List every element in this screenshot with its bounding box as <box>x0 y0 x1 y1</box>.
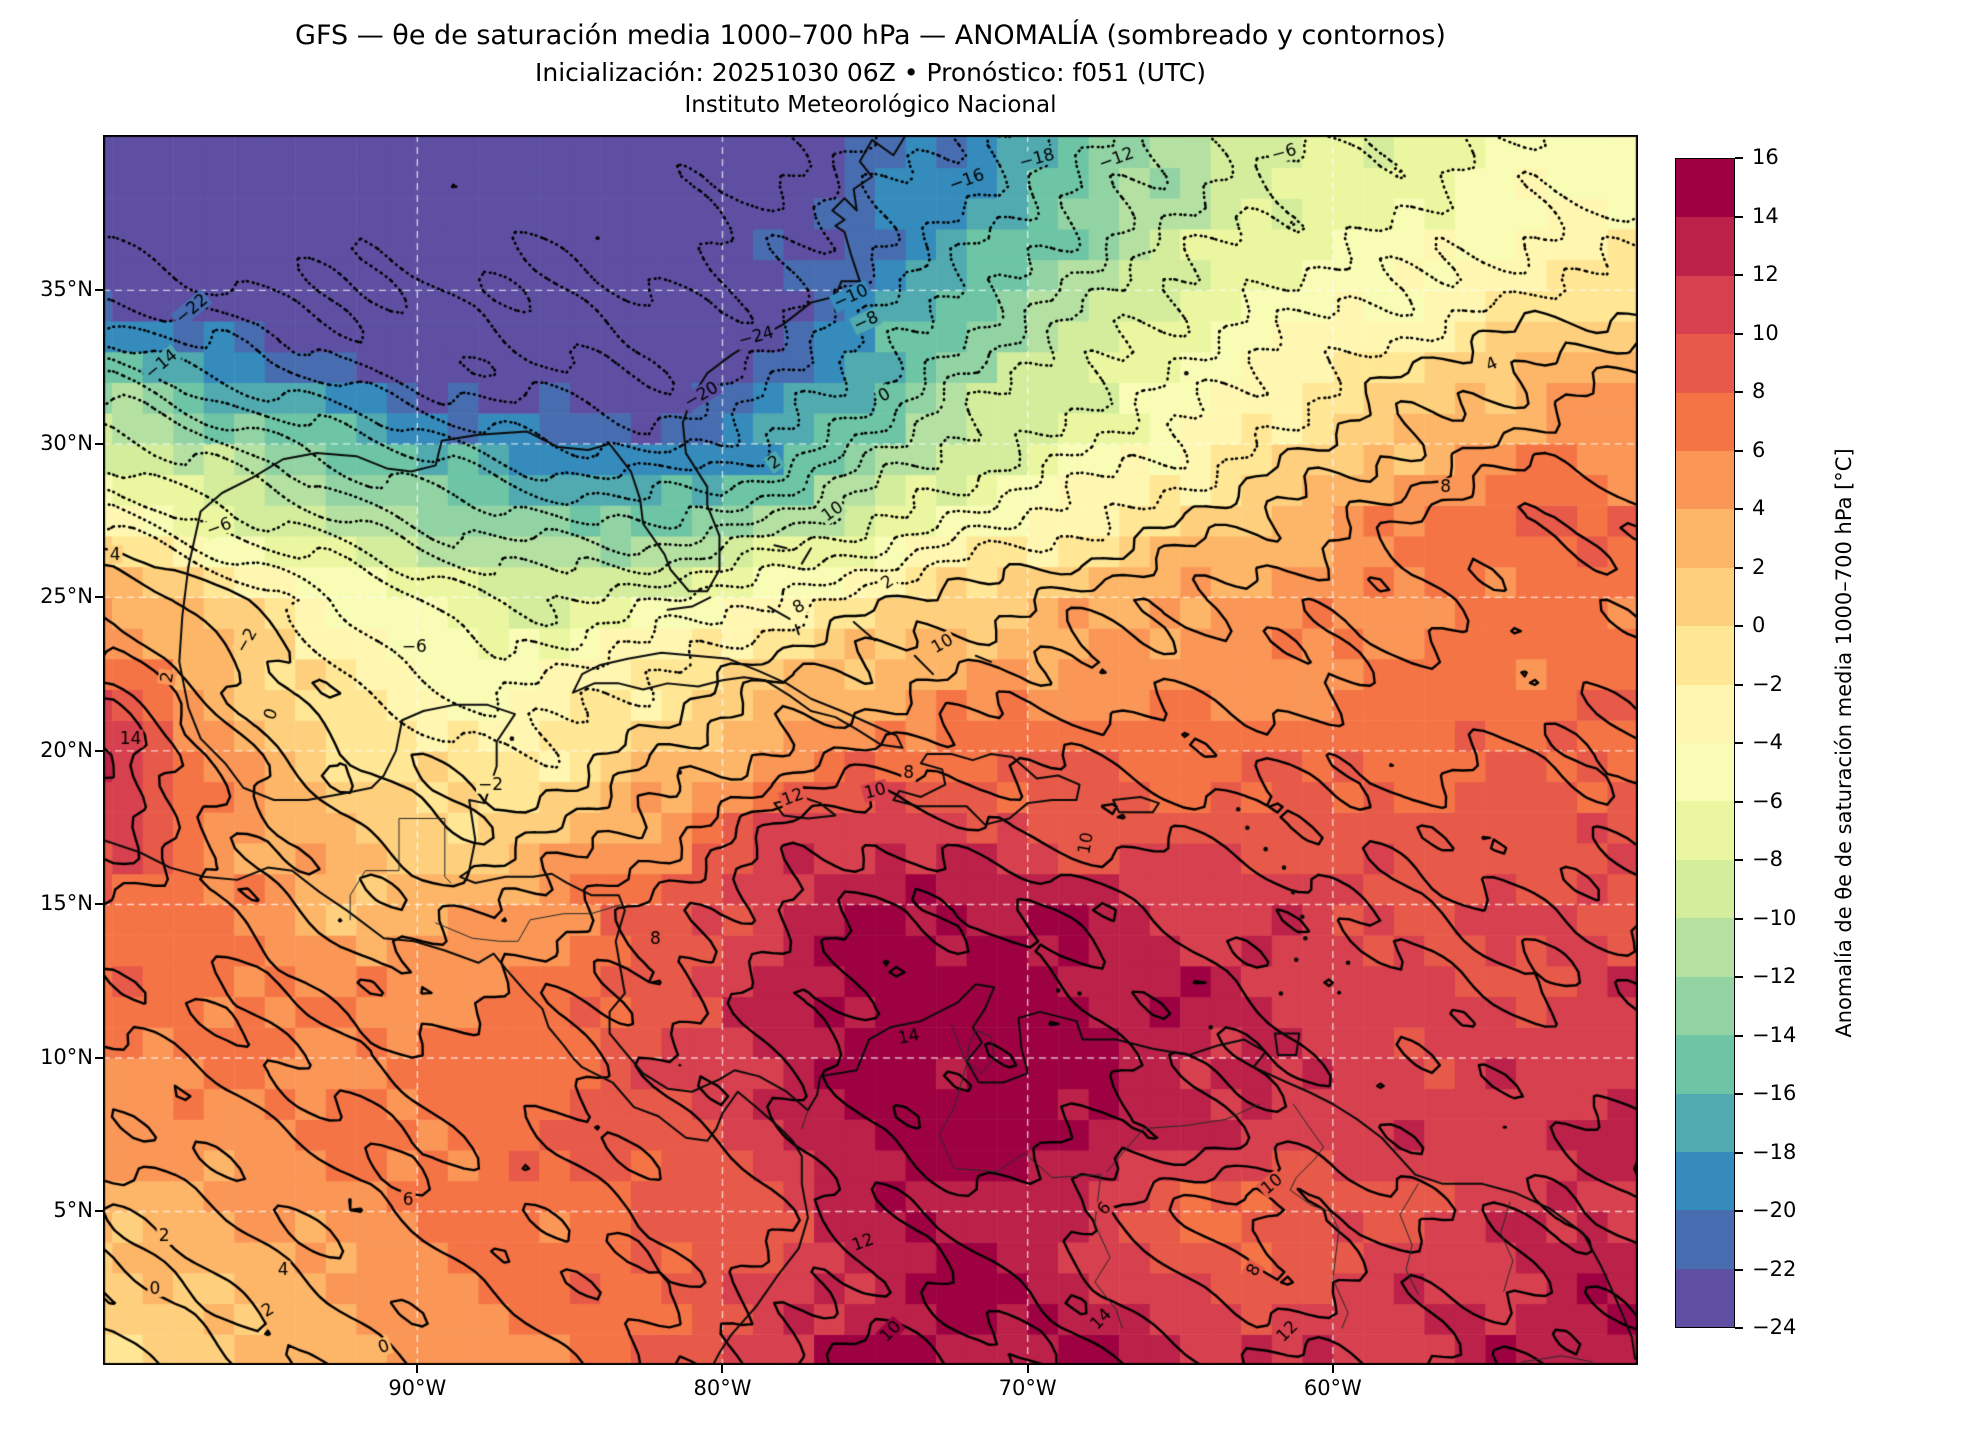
y-tick-label: 20°N <box>40 737 93 762</box>
colorbar-tick-label: −2 <box>1752 671 1783 696</box>
colorbar-tick-mark <box>1735 215 1743 218</box>
y-tick-label: 5°N <box>53 1198 93 1223</box>
colorbar-tick-mark <box>1735 1151 1743 1154</box>
colorbar-tick-label: −18 <box>1752 1139 1797 1164</box>
colorbar-segment <box>1676 1210 1734 1269</box>
chart-subtitle-init-forecast: Inicialización: 20251030 06Z • Pronóstic… <box>535 58 1206 87</box>
colorbar-tick-label: 10 <box>1752 320 1779 345</box>
colorbar-tick-label: −22 <box>1752 1256 1797 1281</box>
colorbar-segment <box>1676 1035 1734 1094</box>
x-tick-label: 60°W <box>1303 1376 1362 1400</box>
colorbar-tick-mark <box>1735 566 1743 569</box>
colorbar-tick-label: −14 <box>1752 1022 1797 1047</box>
colorbar-segment <box>1676 451 1734 510</box>
colorbar-tick-label: 12 <box>1752 262 1779 286</box>
colorbar-tick-mark <box>1735 800 1743 803</box>
colorbar-segment <box>1676 801 1734 860</box>
colorbar-tick-label: 16 <box>1752 145 1779 169</box>
colorbar-segment <box>1676 275 1734 335</box>
y-tick-mark <box>95 749 103 752</box>
colorbar-tick-label: −8 <box>1752 847 1783 871</box>
colorbar-tick-label: 8 <box>1752 379 1766 403</box>
x-tick-label: 80°W <box>693 1376 752 1400</box>
y-tick-mark <box>95 442 103 445</box>
colorbar-tick-label: −20 <box>1752 1198 1797 1222</box>
colorbar-tick-label: −4 <box>1752 730 1783 754</box>
colorbar-tick-mark <box>1735 508 1743 510</box>
x-tick-mark <box>721 1365 724 1373</box>
colorbar-segment <box>1676 334 1734 393</box>
colorbar-tick-mark <box>1735 449 1743 452</box>
colorbar-tick-label: 4 <box>1752 496 1766 520</box>
colorbar-segment <box>1676 1093 1734 1152</box>
y-tick-label: 25°N <box>40 584 93 609</box>
colorbar-tick-mark <box>1735 742 1743 744</box>
colorbar-tick-label: −10 <box>1752 905 1797 930</box>
colorbar-tick-mark <box>1735 157 1743 159</box>
colorbar <box>1675 158 1735 1328</box>
map-canvas <box>103 135 1638 1365</box>
colorbar-tick-mark <box>1735 625 1743 627</box>
y-tick-label: 15°N <box>40 891 93 916</box>
y-tick-mark <box>95 1056 103 1059</box>
y-tick-mark <box>95 289 103 292</box>
colorbar-tick-mark <box>1735 976 1743 978</box>
x-tick-mark <box>1331 1365 1334 1373</box>
x-tick-mark <box>416 1365 419 1373</box>
chart-institution: Instituto Meteorológico Nacional <box>684 92 1057 118</box>
x-tick-mark <box>1026 1365 1029 1373</box>
colorbar-segment <box>1676 626 1734 685</box>
colorbar-tick-mark <box>1735 1210 1743 1212</box>
colorbar-tick-label: −6 <box>1752 788 1783 813</box>
colorbar-tick-mark <box>1735 1093 1743 1095</box>
colorbar-tick-mark <box>1735 1268 1743 1271</box>
y-tick-mark <box>95 1210 103 1213</box>
colorbar-segment <box>1676 509 1734 568</box>
colorbar-tick-label: −24 <box>1752 1315 1797 1339</box>
colorbar-tick-mark <box>1735 1034 1743 1037</box>
colorbar-tick-label: 2 <box>1752 554 1766 579</box>
y-tick-mark <box>95 903 103 906</box>
colorbar-tick-mark <box>1735 917 1743 920</box>
colorbar-tick-label: 14 <box>1752 203 1779 228</box>
colorbar-segment <box>1676 684 1734 744</box>
x-tick-label: 90°W <box>388 1376 447 1400</box>
y-tick-label: 35°N <box>40 277 93 302</box>
y-tick-mark <box>95 596 103 599</box>
colorbar-segment <box>1676 976 1734 1036</box>
colorbar-segment <box>1676 392 1734 452</box>
colorbar-segment <box>1676 859 1734 919</box>
colorbar-segment <box>1676 918 1734 977</box>
colorbar-segment <box>1676 743 1734 802</box>
x-tick-label: 70°W <box>998 1376 1057 1400</box>
colorbar-tick-mark <box>1735 274 1743 276</box>
colorbar-segment <box>1676 1268 1734 1328</box>
colorbar-tick-mark <box>1735 1327 1743 1329</box>
colorbar-tick-label: 0 <box>1752 613 1766 637</box>
chart-title: GFS — θe de saturación media 1000–700 hP… <box>295 20 1446 51</box>
colorbar-tick-label: 6 <box>1752 437 1766 462</box>
colorbar-tick-mark <box>1735 859 1743 861</box>
colorbar-axis-label: Anomalía de θe de saturación media 1000–… <box>1832 448 1856 1038</box>
colorbar-tick-mark <box>1735 683 1743 686</box>
colorbar-tick-mark <box>1735 391 1743 393</box>
colorbar-segment <box>1676 567 1734 627</box>
y-tick-label: 10°N <box>40 1044 93 1069</box>
y-tick-label: 30°N <box>40 430 93 455</box>
colorbar-segment <box>1676 217 1734 276</box>
colorbar-tick-label: −16 <box>1752 1081 1797 1105</box>
colorbar-tick-label: −12 <box>1752 964 1797 988</box>
colorbar-tick-mark <box>1735 332 1743 335</box>
colorbar-segment <box>1676 159 1734 218</box>
colorbar-segment <box>1676 1151 1734 1211</box>
